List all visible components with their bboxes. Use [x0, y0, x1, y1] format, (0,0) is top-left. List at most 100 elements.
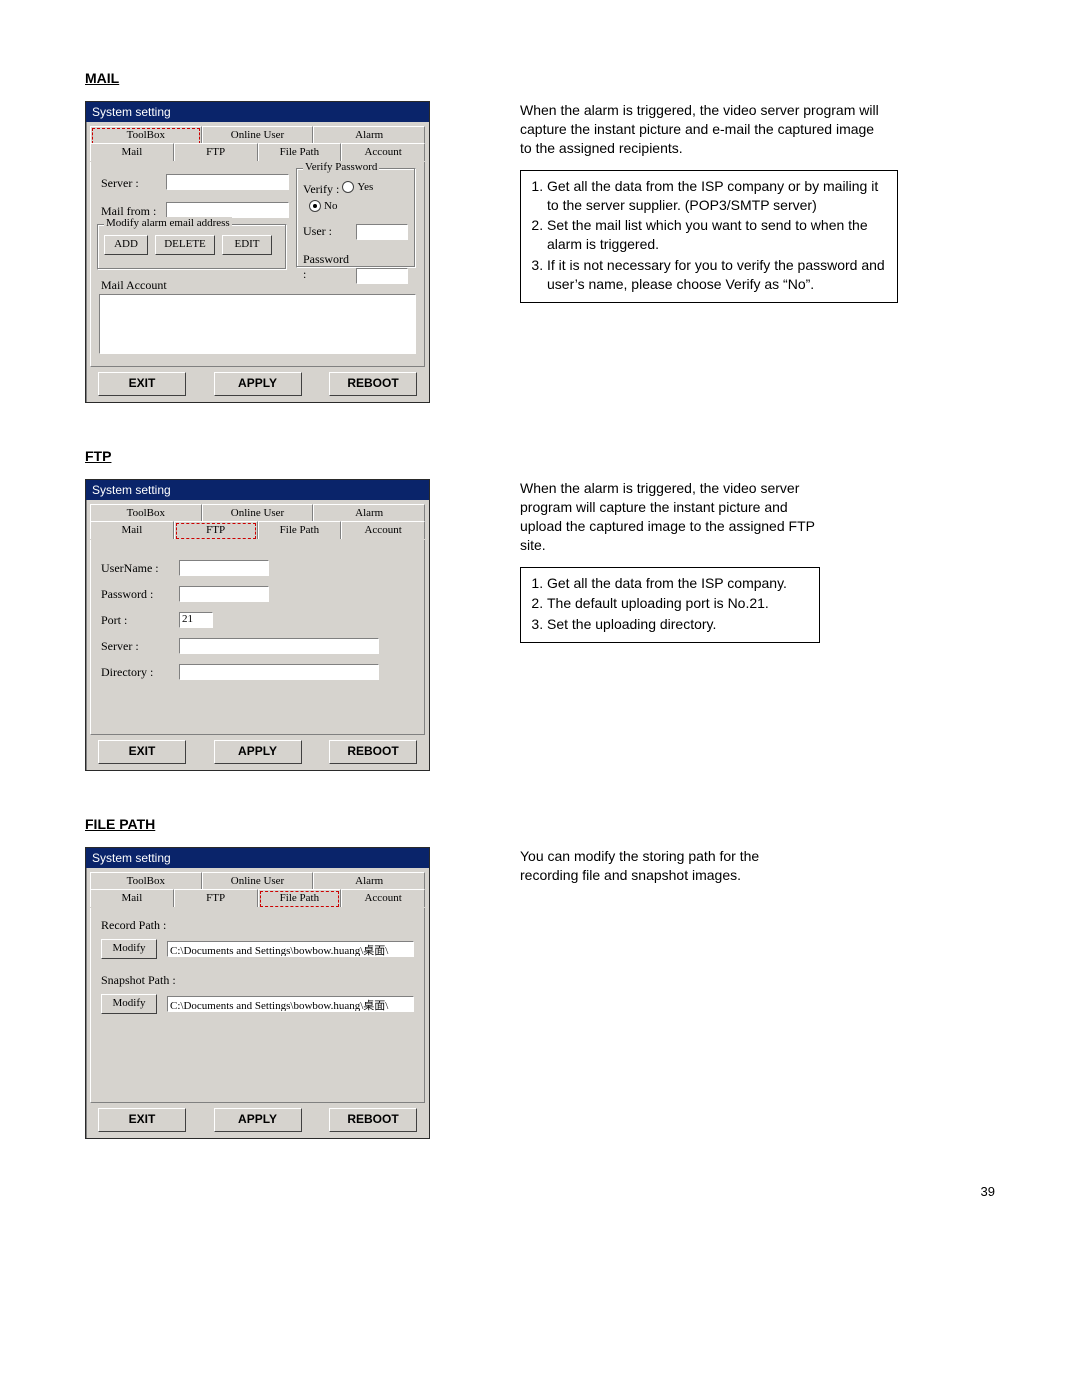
ftp-step: Set the uploading directory.: [547, 615, 811, 634]
label-verify: Verify :: [303, 182, 339, 196]
mail-description-column: When the alarm is triggered, the video s…: [520, 101, 898, 303]
record-path-input[interactable]: C:\Documents and Settings\bowbow.huang\桌…: [167, 941, 414, 957]
ftp-window: System setting ToolBox Online User Alarm…: [85, 479, 430, 771]
label-snapshot-path: Snapshot Path :: [101, 973, 414, 988]
edit-button[interactable]: EDIT: [222, 235, 272, 255]
label-ftp-server: Server :: [101, 639, 179, 654]
tab-file-path[interactable]: File Path: [258, 889, 342, 907]
reboot-button[interactable]: REBOOT: [329, 1108, 417, 1132]
modify-snapshot-button[interactable]: Modify: [101, 994, 157, 1014]
tab-toolbox[interactable]: ToolBox: [90, 504, 202, 522]
verify-legend: Verify Password: [303, 161, 379, 173]
tab-strip: ToolBox Online User Alarm Mail FTP File …: [90, 504, 425, 540]
ftp-directory-input[interactable]: [179, 664, 379, 680]
tab-mail[interactable]: Mail: [90, 143, 174, 161]
ftp-pane: UserName : Password : Port : 21 Serv: [90, 540, 425, 735]
ftp-steps-box: Get all the data from the ISP company. T…: [520, 567, 820, 644]
tab-online-user[interactable]: Online User: [202, 504, 314, 522]
window-titlebar: System setting: [86, 848, 429, 868]
filepath-pane: Record Path : Modify C:\Documents and Se…: [90, 908, 425, 1103]
apply-button[interactable]: APPLY: [214, 740, 302, 764]
delete-button[interactable]: DELETE: [155, 235, 215, 255]
exit-button[interactable]: EXIT: [98, 740, 186, 764]
tab-ftp[interactable]: FTP: [174, 143, 258, 161]
section-title-mail: MAIL: [85, 70, 995, 86]
section-title-file-path: FILE PATH: [85, 816, 995, 832]
reboot-button[interactable]: REBOOT: [329, 740, 417, 764]
tab-alarm[interactable]: Alarm: [313, 126, 425, 144]
tab-strip: ToolBox Online User Alarm Mail FTP File …: [90, 872, 425, 908]
tab-strip: ToolBox Online User Alarm Mail FTP File …: [90, 126, 425, 162]
tab-file-path[interactable]: File Path: [258, 143, 342, 161]
apply-button[interactable]: APPLY: [214, 1108, 302, 1132]
section-mail: MAIL System setting ToolBox Online User …: [85, 70, 995, 403]
ftp-step: Get all the data from the ISP company.: [547, 574, 811, 593]
tab-online-user[interactable]: Online User: [202, 872, 314, 890]
group-verify-password: Verify Password Verify : Yes No User :: [296, 168, 416, 268]
radio-no[interactable]: No: [309, 200, 337, 212]
ftp-description: When the alarm is triggered, the video s…: [520, 479, 820, 555]
mail-step: Set the mail list which you want to send…: [547, 216, 889, 254]
filepath-description-column: You can modify the storing path for the …: [520, 847, 820, 885]
apply-button[interactable]: APPLY: [214, 372, 302, 396]
tab-ftp[interactable]: FTP: [174, 521, 258, 539]
mail-from-input[interactable]: [166, 202, 289, 218]
mail-account-list[interactable]: [99, 294, 416, 354]
label-mail-account: Mail Account: [101, 278, 167, 292]
mail-step: If it is not necessary for you to verify…: [547, 256, 889, 294]
window-titlebar: System setting: [86, 102, 429, 122]
bottom-button-bar: EXIT APPLY REBOOT: [90, 735, 425, 770]
tab-account[interactable]: Account: [341, 521, 425, 539]
tab-alarm[interactable]: Alarm: [313, 872, 425, 890]
ftp-password-input[interactable]: [179, 586, 269, 602]
label-password: Password :: [303, 252, 353, 282]
tab-mail[interactable]: Mail: [90, 521, 174, 539]
label-server: Server :: [101, 176, 139, 190]
page-number: 39: [85, 1184, 995, 1199]
bottom-button-bar: EXIT APPLY REBOOT: [90, 1103, 425, 1138]
exit-button[interactable]: EXIT: [98, 372, 186, 396]
label-username: UserName :: [101, 561, 179, 576]
tab-account[interactable]: Account: [341, 889, 425, 907]
label-user: User :: [303, 224, 353, 239]
section-file-path: FILE PATH System setting ToolBox Online …: [85, 816, 995, 1139]
mail-window: System setting ToolBox Online User Alarm: [85, 101, 430, 403]
server-input[interactable]: [166, 174, 289, 190]
exit-button[interactable]: EXIT: [98, 1108, 186, 1132]
tab-mail[interactable]: Mail: [90, 889, 174, 907]
add-button[interactable]: ADD: [104, 235, 148, 255]
label-port: Port :: [101, 613, 179, 628]
group-legend: Modify alarm email address: [104, 217, 232, 229]
radio-yes[interactable]: Yes: [342, 181, 373, 193]
reboot-button[interactable]: REBOOT: [329, 372, 417, 396]
mail-description: When the alarm is triggered, the video s…: [520, 101, 880, 158]
tab-toolbox[interactable]: ToolBox: [90, 126, 202, 144]
mail-step: Get all the data from the ISP company or…: [547, 177, 889, 215]
ftp-port-input[interactable]: 21: [179, 612, 213, 628]
verify-password-input[interactable]: [356, 268, 408, 284]
tab-online-user[interactable]: Online User: [202, 126, 314, 144]
ftp-step: The default uploading port is No.21.: [547, 594, 811, 613]
filepath-description: You can modify the storing path for the …: [520, 847, 820, 885]
window-titlebar: System setting: [86, 480, 429, 500]
label-mail-from: Mail from :: [101, 204, 156, 218]
filepath-window: System setting ToolBox Online User Alarm…: [85, 847, 430, 1139]
document-page: MAIL System setting ToolBox Online User …: [0, 0, 1080, 1229]
label-record-path: Record Path :: [101, 918, 414, 933]
tab-alarm[interactable]: Alarm: [313, 504, 425, 522]
mail-steps-box: Get all the data from the ISP company or…: [520, 170, 898, 303]
label-directory: Directory :: [101, 665, 179, 680]
snapshot-path-input[interactable]: C:\Documents and Settings\bowbow.huang\桌…: [167, 996, 414, 1012]
ftp-server-input[interactable]: [179, 638, 379, 654]
modify-record-button[interactable]: Modify: [101, 939, 157, 959]
tab-ftp[interactable]: FTP: [174, 889, 258, 907]
bottom-button-bar: EXIT APPLY REBOOT: [90, 367, 425, 402]
ftp-username-input[interactable]: [179, 560, 269, 576]
tab-account[interactable]: Account: [341, 143, 425, 161]
group-modify-email: Modify alarm email address ADD DELETE ED…: [97, 224, 287, 270]
tab-file-path[interactable]: File Path: [258, 521, 342, 539]
mail-pane: Server : Mail from : Modify alarm email …: [90, 162, 425, 367]
verify-user-input[interactable]: [356, 224, 408, 240]
section-ftp: FTP System setting ToolBox Online User A…: [85, 448, 995, 771]
tab-toolbox[interactable]: ToolBox: [90, 872, 202, 890]
